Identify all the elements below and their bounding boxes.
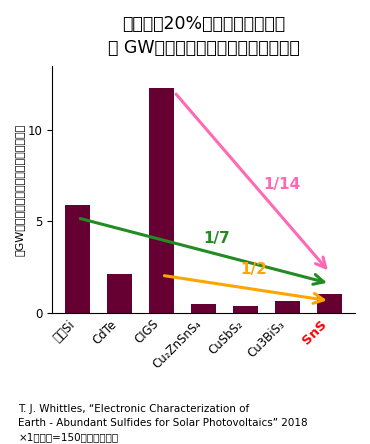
Bar xyxy=(107,274,132,313)
Bar xyxy=(275,301,300,313)
Title: 変換効率20%を仮定した場合の
１ GWモジュールのマテリアルコスト: 変換効率20%を仮定した場合の １ GWモジュールのマテリアルコスト xyxy=(108,15,300,56)
Y-axis label: １GWあたりのマテリアルコスト（億円）: １GWあたりのマテリアルコスト（億円） xyxy=(15,123,25,256)
Text: T. J. Whittles, “Electronic Characterization of
Earth - Abundant Sulfides for So: T. J. Whittles, “Electronic Characteriza… xyxy=(18,404,308,442)
Text: 1/14: 1/14 xyxy=(263,177,300,192)
Bar xyxy=(191,304,216,313)
Text: 1/7: 1/7 xyxy=(203,231,230,246)
Text: 1/2: 1/2 xyxy=(241,262,268,278)
Bar xyxy=(317,294,342,313)
Bar xyxy=(233,306,258,313)
Bar xyxy=(149,88,174,313)
Bar xyxy=(65,205,90,313)
